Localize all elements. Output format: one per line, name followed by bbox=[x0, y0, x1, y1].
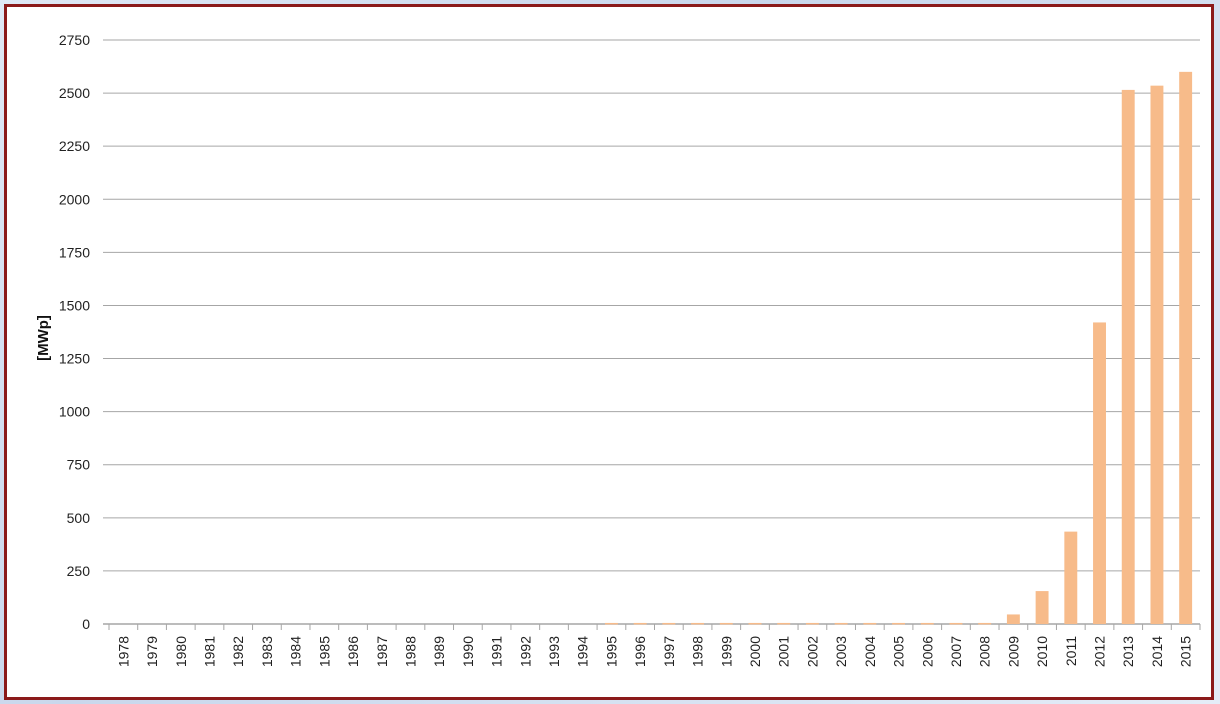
bar-2003 bbox=[834, 622, 848, 625]
x-tick-label: 2004 bbox=[862, 636, 878, 667]
bar-2010 bbox=[1035, 591, 1049, 624]
x-tick-label: 2013 bbox=[1120, 636, 1136, 667]
bar-1999 bbox=[719, 622, 733, 625]
x-tick-label: 1995 bbox=[603, 636, 619, 667]
x-tick-label: 1982 bbox=[230, 636, 246, 667]
y-tick-label: 0 bbox=[82, 616, 90, 632]
y-axis-label: [MWp] bbox=[35, 315, 52, 361]
x-tick-label: 1998 bbox=[690, 636, 706, 667]
x-tick-label: 2005 bbox=[891, 636, 907, 667]
bar-2004 bbox=[863, 622, 877, 625]
y-tick-label: 2000 bbox=[59, 191, 90, 207]
y-tick-label: 250 bbox=[67, 563, 91, 579]
x-tick-label: 2006 bbox=[919, 636, 935, 667]
y-tick-label: 2500 bbox=[59, 85, 90, 101]
bar-2005 bbox=[892, 622, 905, 625]
x-tick-label: 1984 bbox=[288, 636, 304, 667]
x-tick-label: 2001 bbox=[776, 636, 792, 667]
x-tick-label: 1990 bbox=[460, 636, 476, 667]
x-tick-label: 1979 bbox=[144, 636, 160, 667]
x-tick-label: 1992 bbox=[517, 636, 533, 667]
x-tick-label: 1988 bbox=[402, 636, 418, 667]
x-tick-label: 1989 bbox=[431, 636, 447, 667]
bar-2002 bbox=[805, 622, 819, 625]
bar-1996 bbox=[633, 622, 647, 625]
x-tick-label: 2000 bbox=[747, 636, 763, 667]
bars bbox=[604, 71, 1193, 625]
y-tick-label: 1750 bbox=[59, 244, 90, 260]
x-tick-label: 2014 bbox=[1149, 636, 1165, 667]
x-tick-label: 1991 bbox=[489, 636, 505, 667]
y-tick-label: 1250 bbox=[59, 351, 90, 367]
x-tick-label: 1994 bbox=[575, 636, 591, 667]
x-tick-label: 2008 bbox=[977, 636, 993, 667]
x-tick-label: 1978 bbox=[115, 636, 131, 667]
x-tick-label: 2010 bbox=[1034, 636, 1050, 667]
y-tick-label: 1000 bbox=[59, 404, 90, 420]
x-tick-label: 2003 bbox=[833, 636, 849, 667]
x-tick-label: 1983 bbox=[259, 636, 275, 667]
y-tick-label: 1500 bbox=[59, 297, 90, 313]
bar-1995 bbox=[604, 622, 618, 625]
x-tick-label: 1997 bbox=[661, 636, 677, 667]
bar-2015 bbox=[1179, 71, 1193, 624]
y-tick-label: 500 bbox=[67, 510, 91, 526]
chart-frame bbox=[4, 4, 1214, 700]
x-tick-label: 2015 bbox=[1178, 636, 1194, 667]
x-tick-label: 1986 bbox=[345, 636, 361, 667]
bar-2008 bbox=[978, 622, 992, 625]
y-tick-label: 2250 bbox=[59, 138, 90, 154]
bar-2011 bbox=[1064, 531, 1078, 624]
bar-2009 bbox=[1006, 614, 1020, 624]
y-tick-labels: 0 250 500 750 1000 1250 1500 1750 2000 2250 2500 27… bbox=[59, 32, 90, 632]
bar-2000 bbox=[748, 622, 762, 625]
x-tick-label: 2009 bbox=[1005, 636, 1021, 667]
bar-2001 bbox=[777, 622, 791, 625]
bar-1998 bbox=[691, 622, 705, 625]
x-tick-label: 1987 bbox=[374, 636, 390, 667]
bar-2007 bbox=[949, 622, 963, 625]
gridlines bbox=[103, 39, 1201, 630]
x-tick-label: 2012 bbox=[1092, 636, 1108, 667]
y-tick-label: 2750 bbox=[59, 32, 90, 48]
x-tick-label: 1999 bbox=[718, 636, 734, 667]
x-tick-labels: 1978 1979 1980 1981 1982 1983 1984 1985 1986 1987… bbox=[115, 636, 1193, 667]
x-tick-label: 1985 bbox=[316, 636, 332, 667]
x-tick-label: 2011 bbox=[1063, 636, 1079, 666]
y-tick-label: 750 bbox=[67, 457, 91, 473]
bar-2006 bbox=[920, 622, 934, 625]
x-tick-label: 1996 bbox=[632, 636, 648, 667]
x-tick-label: 1993 bbox=[546, 636, 562, 667]
bar-2014 bbox=[1150, 85, 1164, 624]
bar-1997 bbox=[662, 622, 676, 625]
x-tick-label: 2002 bbox=[804, 636, 820, 667]
x-tick-label: 1981 bbox=[201, 636, 217, 667]
bar-2013 bbox=[1121, 89, 1135, 624]
x-tick-label: 1980 bbox=[173, 636, 189, 667]
bar-2012 bbox=[1093, 322, 1106, 624]
x-tick-label: 2007 bbox=[948, 636, 964, 667]
